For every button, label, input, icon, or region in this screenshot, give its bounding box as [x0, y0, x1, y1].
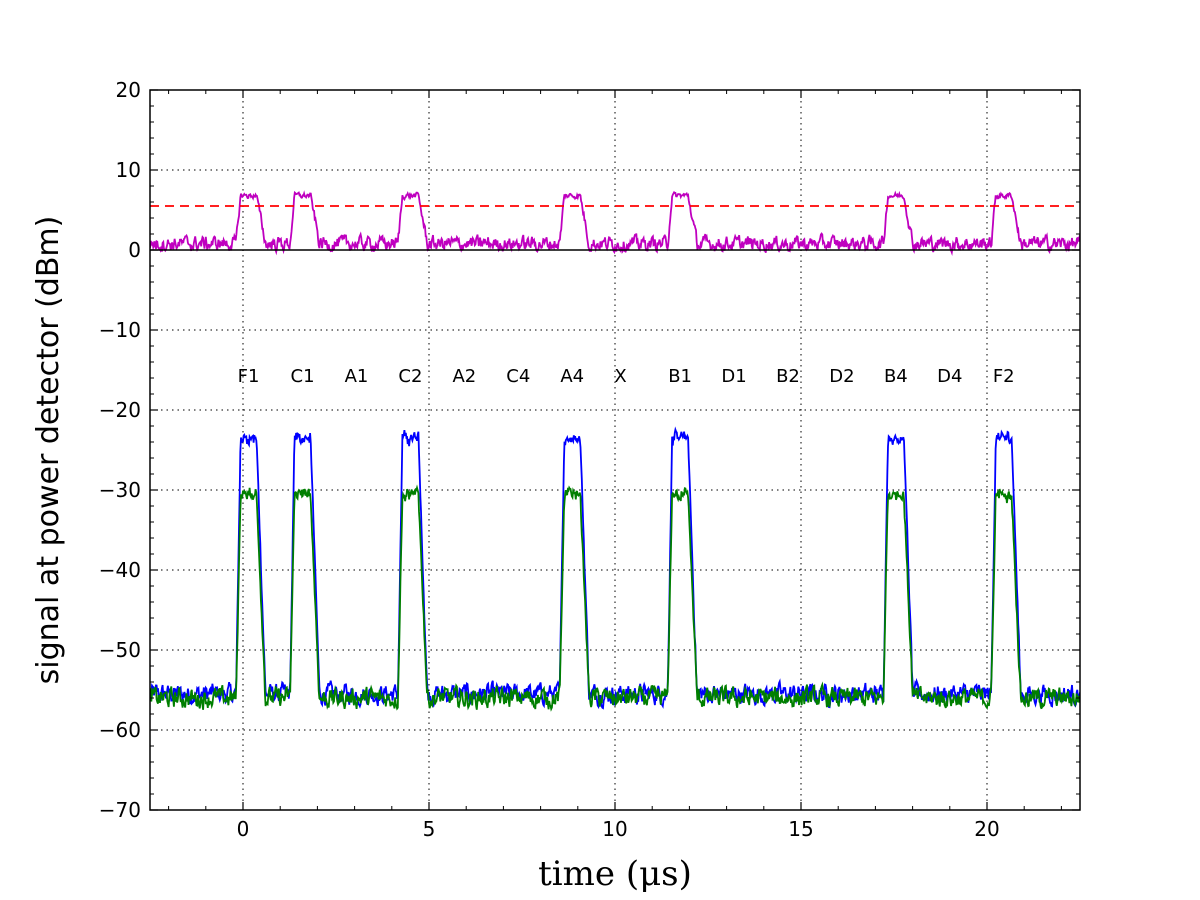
slot-label: A4: [560, 366, 584, 387]
slot-label: C4: [506, 366, 530, 387]
y-tick-label: 0: [128, 238, 141, 262]
y-tick-label: −10: [99, 318, 141, 342]
y-tick-label: −30: [99, 478, 141, 502]
y-tick-label: −40: [99, 558, 141, 582]
slot-label: B1: [668, 366, 692, 387]
slot-label: B4: [884, 366, 908, 387]
slot-label: A1: [345, 366, 369, 387]
series-line-3: [150, 190, 1080, 256]
y-tick-label: −50: [99, 638, 141, 662]
y-tick-label: −20: [99, 398, 141, 422]
x-tick-label: 15: [788, 817, 813, 841]
series-line-2: [150, 484, 1080, 712]
y-tick-label: 20: [116, 78, 141, 102]
slot-label: D1: [721, 366, 746, 387]
y-tick-label: −60: [99, 718, 141, 742]
slot-label: B2: [776, 366, 800, 387]
x-tick-label: 20: [974, 817, 999, 841]
tick-marks: [150, 89, 1080, 811]
y-tick-label: −70: [99, 798, 141, 822]
slot-label: X: [614, 366, 626, 387]
series-layer: [150, 190, 1080, 712]
slot-label: D2: [829, 366, 854, 387]
slot-label: F1: [238, 366, 260, 387]
reference-lines: [150, 205, 1080, 251]
y-tick-label: 10: [116, 158, 141, 182]
slot-labels: F1 C1 A1 C2 A2 C4 A4 X B1 D1 B2 D2 B4 D4 F2: [238, 366, 1015, 387]
slot-label: F2: [993, 366, 1015, 387]
x-tick-label: 0: [237, 817, 250, 841]
y-axis-label: signal at power detector (dBm): [31, 216, 66, 685]
slot-label: D4: [937, 366, 962, 387]
slot-label: A2: [452, 366, 476, 387]
slot-label: C1: [291, 366, 315, 387]
tick-labels: 0 5 10 15 20 −70 −60 −50 −40 −30 −20 −10 0 10 20: [99, 78, 1000, 841]
slot-label: C2: [398, 366, 422, 387]
x-axis-label: time (μs): [538, 854, 692, 894]
x-tick-label: 10: [602, 817, 627, 841]
x-tick-label: 5: [423, 817, 436, 841]
